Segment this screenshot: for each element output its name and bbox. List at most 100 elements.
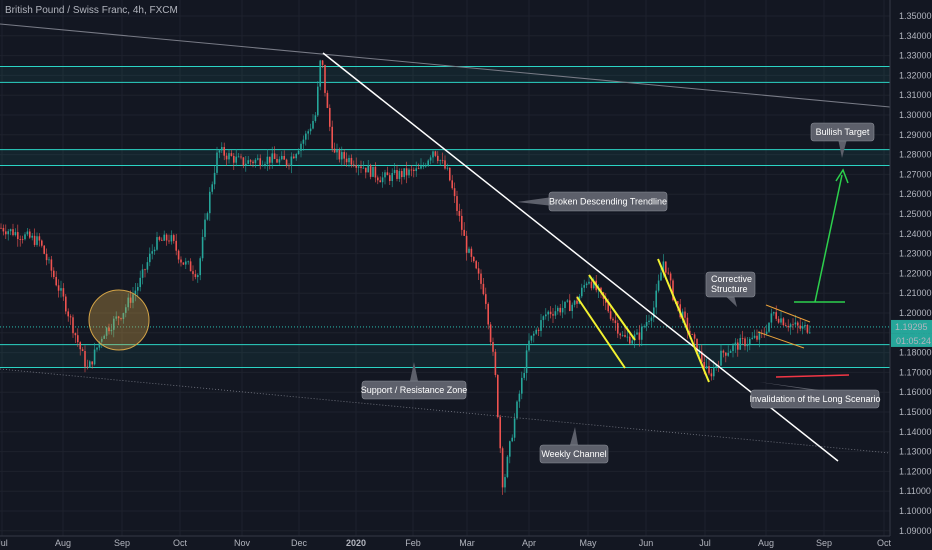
candle-body: [758, 332, 761, 340]
candle-body: [590, 281, 593, 289]
candle-body: [45, 253, 48, 261]
candle-body: [377, 177, 379, 181]
candle-body: [619, 333, 621, 336]
candle-body: [333, 148, 336, 153]
candle-body: [165, 234, 168, 241]
callout-label: Structure: [711, 284, 748, 294]
time-axis[interactable]: Jul Aug Sep Oct Nov Dec 2020 Feb Mar Apr May Jun Jul…: [0, 538, 891, 548]
price-axis[interactable]: 1.35000 1.34000 1.33000 1.32000 1.31000 1.300…: [899, 11, 932, 536]
candle-body: [146, 262, 149, 270]
candle-body: [254, 159, 257, 164]
candle-body: [89, 361, 91, 368]
candle-body: [0, 227, 2, 229]
candle-body: [799, 325, 801, 329]
candle-body: [809, 332, 811, 334]
wedge-lower-line: [757, 331, 805, 349]
candle-body: [389, 175, 391, 182]
candle-body: [710, 373, 713, 377]
candle-body: [768, 322, 770, 332]
candle-body: [405, 168, 408, 176]
candle-body: [55, 276, 57, 286]
candle-body: [149, 253, 151, 263]
candle-body: [79, 342, 81, 350]
candle-body: [271, 153, 273, 163]
candle-body: [705, 366, 708, 369]
candle-body: [516, 401, 518, 419]
y-tick-label: 1.12000: [899, 466, 932, 476]
candle-body: [437, 155, 439, 161]
x-tick-label: Oct: [877, 538, 892, 548]
candle-body: [285, 159, 288, 166]
candle-body: [559, 307, 561, 313]
candle-body: [552, 314, 554, 316]
callout-pointer: [410, 362, 418, 381]
y-tick-label: 1.32000: [899, 70, 932, 80]
candle-body: [161, 239, 163, 241]
candle-body: [518, 393, 521, 402]
candle-body: [48, 259, 50, 261]
candle-body: [753, 335, 756, 338]
candle-body: [477, 268, 480, 274]
candle-body: [158, 237, 161, 240]
candle-body: [581, 287, 583, 297]
y-tick-label: 1.15000: [899, 407, 932, 417]
candle-body: [569, 300, 571, 312]
candle-body: [492, 342, 494, 352]
candle-body: [744, 338, 746, 347]
x-tick-label: Apr: [522, 538, 536, 548]
y-tick-label: 1.14000: [899, 427, 932, 437]
callout-label: Corrective: [711, 274, 752, 284]
candle-body: [504, 477, 506, 488]
candle-body: [641, 326, 643, 340]
candle-body: [523, 373, 525, 378]
callout-pointer: [726, 297, 737, 307]
candle-body: [221, 147, 223, 151]
candle-body: [50, 259, 53, 271]
candle-body: [780, 318, 782, 323]
candle-body: [213, 172, 216, 185]
x-tick-label: Jul: [699, 538, 711, 548]
candle-body: [422, 165, 425, 167]
candle-body: [653, 307, 655, 318]
candle-body: [451, 180, 453, 189]
candle-body: [153, 249, 156, 252]
bullish-target-callout: Bullish Target: [810, 122, 875, 158]
candle-body: [612, 318, 614, 321]
y-tick-label: 1.18000: [899, 348, 932, 358]
candle-body: [453, 188, 456, 197]
candle-body: [540, 320, 542, 331]
candle-body: [720, 350, 722, 366]
candle-body: [741, 338, 744, 339]
candle-body: [703, 361, 705, 369]
candle-body: [187, 261, 189, 263]
candle-body: [513, 418, 516, 438]
x-tick-label: Mar: [459, 538, 475, 548]
candle-body: [103, 335, 105, 339]
candle-body: [101, 338, 103, 342]
yellow-line-1: [576, 296, 626, 369]
candle-body: [396, 170, 398, 179]
candle-body: [698, 351, 701, 355]
candle-body: [684, 311, 686, 318]
candle-body: [326, 92, 329, 108]
candle-body: [137, 287, 139, 291]
x-tick-label: Nov: [234, 538, 251, 548]
candle-body: [86, 366, 89, 368]
invalidation-line: [775, 374, 850, 378]
candle-body: [338, 149, 341, 160]
y-tick-label: 1.33000: [899, 51, 932, 61]
candle-body: [535, 329, 537, 334]
candle-body: [669, 273, 672, 281]
callout-label: Weekly Channel: [541, 449, 606, 459]
candle-body: [609, 311, 612, 319]
y-tick-label: 1.13000: [899, 447, 932, 457]
callout-box: [548, 191, 668, 212]
candle-body: [441, 160, 444, 161]
candle-body: [348, 157, 350, 163]
candle-body: [132, 294, 134, 303]
candle-body: [110, 329, 113, 332]
callout-label: Broken Descending Trendline: [549, 197, 667, 207]
bullish-target-arrow: [814, 174, 843, 303]
candle-body: [113, 318, 115, 330]
